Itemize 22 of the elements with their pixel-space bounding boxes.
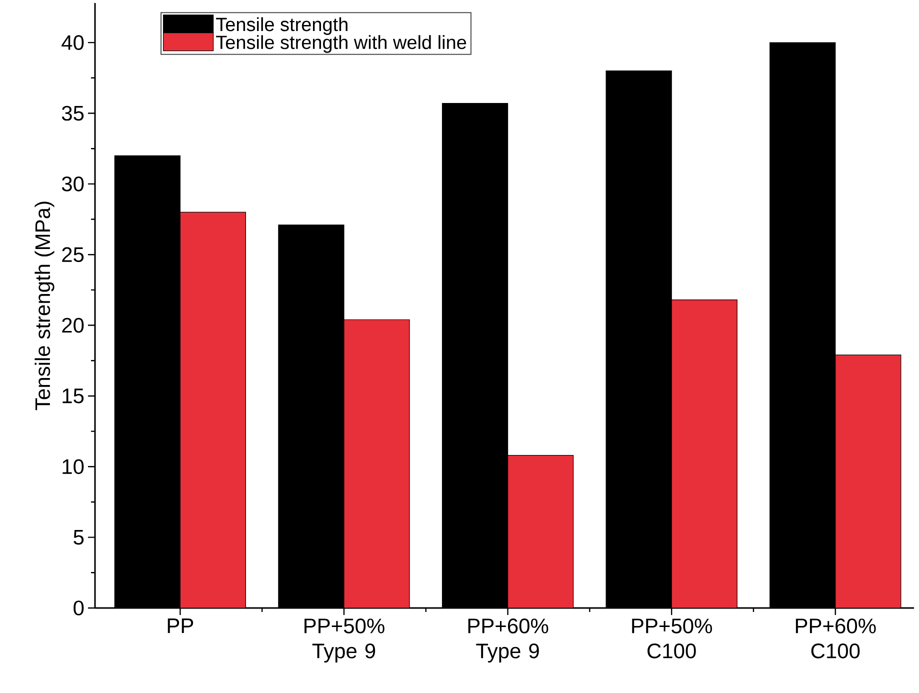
x-tick-label: PP+50% Type 9: [304, 618, 384, 663]
legend-label: Tensile strength: [216, 17, 348, 35]
bar: [180, 212, 246, 608]
x-tick-label: PP+60% C100: [796, 618, 876, 658]
y-tick-label: 20: [62, 318, 84, 333]
y-tick-label: 0: [74, 600, 84, 616]
legend-label: Tensile strength with weld line: [216, 35, 466, 53]
y-axis-title: Tensile strength (MPa): [34, 202, 54, 410]
y-tick-label: 40: [62, 35, 84, 50]
y-tick-label: 30: [62, 176, 84, 192]
y-tick-label: 10: [62, 459, 84, 474]
y-tick-label: 15: [62, 388, 84, 404]
y-tick-label: 5: [74, 530, 84, 545]
x-tick-label: PP+50% C100: [632, 618, 712, 658]
bar: [835, 354, 902, 608]
bar: [344, 319, 410, 608]
bar: [671, 300, 738, 608]
bar: [507, 455, 574, 608]
x-tick-label: PP: [168, 618, 194, 633]
y-tick-label: 25: [62, 247, 84, 262]
x-tick-label: PP+60% Type 9: [468, 618, 548, 663]
y-tick-label: 35: [62, 106, 84, 121]
